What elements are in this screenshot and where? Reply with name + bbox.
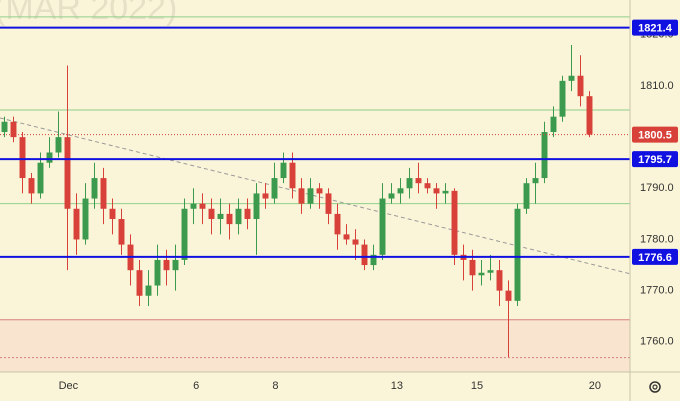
watermark: (MAR 2022) xyxy=(0,0,177,27)
y-tick-label: 1760.0 xyxy=(640,336,674,348)
candle-body xyxy=(190,203,197,209)
candle-body xyxy=(370,254,377,266)
candle-body xyxy=(19,137,26,179)
candle-body xyxy=(55,137,62,153)
candle-body xyxy=(505,290,512,301)
candle-body xyxy=(451,190,458,255)
candle-body xyxy=(397,188,404,194)
candle-body xyxy=(415,178,422,184)
candle-body xyxy=(352,239,359,245)
candle-body xyxy=(496,270,503,291)
y-tick-label: 1790.0 xyxy=(640,182,674,194)
candle-body xyxy=(379,198,386,255)
level-tag xyxy=(632,19,678,36)
candle-body xyxy=(109,208,116,220)
level-label: 1776.6 xyxy=(638,252,672,264)
candle-body xyxy=(541,132,548,179)
candle-body xyxy=(478,272,485,276)
candle-body xyxy=(235,208,242,225)
candle-body xyxy=(271,178,278,199)
candle-body xyxy=(307,188,314,204)
candle-body xyxy=(253,193,260,220)
candle-body xyxy=(343,234,350,240)
candle-body xyxy=(577,75,584,97)
candle-body xyxy=(361,244,368,266)
y-tick-label: 1780.0 xyxy=(640,233,674,245)
level-tag xyxy=(632,248,678,265)
candle-body xyxy=(424,183,431,189)
candle-body xyxy=(136,270,143,296)
candle-body xyxy=(325,193,332,214)
level-label: 1800.5 xyxy=(638,129,672,141)
candle-body xyxy=(568,75,575,81)
x-tick-label: 6 xyxy=(193,380,199,392)
candle-body xyxy=(73,208,80,240)
x-tick-label: 20 xyxy=(589,380,601,392)
level-label: 1795.7 xyxy=(638,154,672,166)
candle-body xyxy=(208,208,215,220)
candle-body xyxy=(37,162,44,194)
x-tick-label: 8 xyxy=(272,380,278,392)
y-tick-label: 1810.0 xyxy=(640,80,674,92)
candle-body xyxy=(559,80,566,117)
x-tick-label: Dec xyxy=(59,380,79,392)
zone xyxy=(0,319,630,372)
candle-body xyxy=(118,219,125,245)
candle-body xyxy=(10,121,17,138)
candle-body xyxy=(28,178,35,194)
candle-body xyxy=(316,188,323,194)
candle-body xyxy=(199,203,206,209)
candle-body xyxy=(145,285,152,296)
x-tick-label: 13 xyxy=(391,380,403,392)
level-tag xyxy=(632,126,678,143)
candle-body xyxy=(244,208,251,220)
candle-body xyxy=(64,137,71,209)
y-tick-label: 1770.0 xyxy=(640,285,674,297)
candle-body xyxy=(532,178,539,184)
candle-body xyxy=(586,96,593,135)
candle-body xyxy=(388,193,395,199)
candle-body xyxy=(280,162,287,179)
candle-body xyxy=(91,178,98,199)
level-label: 1821.4 xyxy=(638,23,673,35)
candle-body xyxy=(217,213,224,220)
candle-body xyxy=(523,183,530,209)
candle-body xyxy=(262,193,269,199)
candle-body xyxy=(514,208,521,301)
candle-body xyxy=(442,190,449,194)
candle-body xyxy=(289,162,296,189)
candle-body xyxy=(298,188,305,204)
candle-body xyxy=(181,208,188,260)
candle-body xyxy=(154,259,161,286)
candle-body xyxy=(433,188,440,194)
trendline xyxy=(0,117,631,275)
settings-icon[interactable] xyxy=(649,381,661,393)
candle-body xyxy=(406,178,413,189)
candle-body xyxy=(469,259,476,276)
level-tag xyxy=(632,151,678,168)
x-tick-label: 15 xyxy=(471,380,483,392)
candle-body xyxy=(163,259,170,271)
candle-body xyxy=(82,198,89,240)
candle-body xyxy=(46,152,53,163)
candle-body xyxy=(172,259,179,271)
candle-body xyxy=(334,213,341,235)
candle-body xyxy=(226,213,233,225)
candle-body xyxy=(100,178,107,209)
candle-body xyxy=(550,116,557,133)
candle-body xyxy=(487,270,494,273)
candle-body xyxy=(1,121,8,133)
